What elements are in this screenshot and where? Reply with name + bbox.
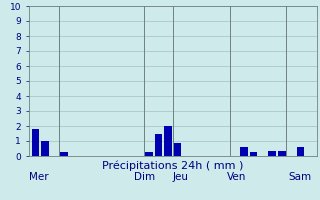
Bar — [250, 152, 257, 156]
X-axis label: Précipitations 24h ( mm ): Précipitations 24h ( mm ) — [102, 160, 244, 171]
Text: Mer: Mer — [29, 172, 48, 182]
Bar — [297, 147, 305, 156]
Bar — [164, 126, 172, 156]
Bar — [278, 151, 285, 156]
Text: Sam: Sam — [288, 172, 311, 182]
Bar — [41, 141, 49, 156]
Bar — [145, 152, 153, 156]
Text: Ven: Ven — [227, 172, 247, 182]
Bar — [155, 134, 162, 156]
Bar — [240, 147, 248, 156]
Text: Jeu: Jeu — [173, 172, 189, 182]
Bar — [60, 152, 68, 156]
Bar — [32, 129, 39, 156]
Bar — [174, 142, 181, 156]
Bar — [268, 151, 276, 156]
Text: Dim: Dim — [134, 172, 156, 182]
